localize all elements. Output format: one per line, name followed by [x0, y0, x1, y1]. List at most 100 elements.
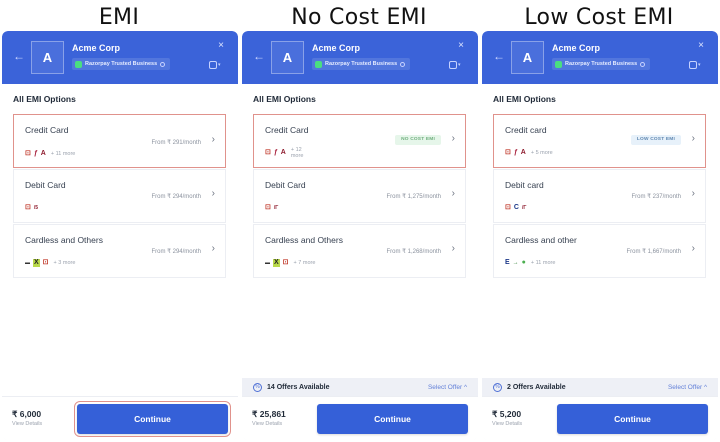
- view-details-link[interactable]: View Details: [492, 421, 523, 427]
- merchant-logo: A: [271, 41, 304, 74]
- caret-down-icon: ▾: [458, 61, 461, 68]
- offers-bar[interactable]: % 2 Offers Available Select Offer ^: [482, 378, 718, 396]
- section-heading: All EMI Options: [13, 94, 76, 104]
- option-price: From ₹ 1,268/month: [386, 249, 441, 255]
- bank-icon: /Γ: [521, 205, 527, 211]
- total-amount: ₹ 25,861: [252, 409, 286, 419]
- checkout-footer: ₹ 25,861 View Details Continue: [242, 396, 478, 440]
- hdfc-bank-icon: ⊡: [25, 150, 31, 157]
- chevron-right-icon: ›: [211, 188, 215, 199]
- emi-option-credit-card[interactable]: Credit Card ⊡ ƒ A + 12 more NO COST EMI …: [253, 114, 466, 168]
- bank-logos: ⊡ /5: [25, 204, 38, 212]
- option-title: Debit card: [505, 180, 544, 190]
- close-icon[interactable]: ×: [218, 40, 224, 51]
- trusted-badge: Razorpay Trusted Business: [552, 58, 651, 70]
- total-amount: ₹ 6,000: [12, 409, 42, 419]
- bank-icon: C: [513, 204, 519, 211]
- offer-discount-icon: %: [493, 382, 502, 392]
- close-icon[interactable]: ×: [458, 40, 464, 51]
- emi-option-credit-card[interactable]: Credit Card ⊡ ƒ A + 11 more From ₹ 291/m…: [13, 114, 226, 168]
- offers-summary: % 2 Offers Available: [493, 382, 566, 392]
- translate-icon: [449, 60, 457, 69]
- provider-icon: ▬: [25, 260, 30, 266]
- provider-logos: ▬ X ⊡ + 3 more: [25, 259, 75, 267]
- language-selector[interactable]: ▾: [209, 59, 227, 70]
- continue-button[interactable]: Continue: [317, 404, 468, 434]
- trusted-badge-text: Razorpay Trusted Business: [325, 61, 398, 67]
- icici-bank-icon: ƒ: [513, 149, 518, 156]
- option-title: Credit Card: [265, 125, 309, 135]
- translate-icon: [209, 60, 217, 69]
- continue-button[interactable]: Continue: [74, 401, 231, 437]
- select-offer-link[interactable]: Select Offer ^: [667, 383, 707, 391]
- back-arrow-icon[interactable]: ←: [13, 49, 25, 63]
- emi-options-body: All EMI Options Credit Card ⊡ ƒ A + 12 m…: [242, 84, 478, 440]
- more-providers-count: + 7 more: [293, 260, 316, 266]
- chevron-right-icon: ›: [451, 133, 455, 144]
- provider-icon: ⊡: [282, 259, 289, 266]
- panel-title: EMI: [98, 5, 140, 30]
- merchant-name: Acme Corp: [312, 43, 361, 53]
- info-icon[interactable]: [400, 61, 406, 67]
- option-price: From ₹ 294/month: [151, 249, 201, 255]
- option-title: Cardless and Others: [25, 235, 103, 245]
- trusted-badge: Razorpay Trusted Business: [312, 58, 411, 70]
- trusted-badge-text: Razorpay Trusted Business: [85, 61, 158, 67]
- bank-icon: /Γ: [273, 205, 279, 211]
- bank-logos: ⊡ ƒ A + 11 more: [25, 150, 75, 158]
- low-cost-emi-tag: LOW COST EMI: [630, 135, 681, 145]
- section-heading: All EMI Options: [493, 94, 556, 104]
- offers-count: 2 Offers Available: [507, 383, 566, 391]
- select-offer-link[interactable]: Select Offer ^: [427, 383, 467, 391]
- view-details-link[interactable]: View Details: [252, 421, 283, 427]
- bank-logos: ⊡ ƒ A + 12 more: [265, 147, 309, 159]
- close-icon[interactable]: ×: [698, 40, 704, 51]
- continue-button[interactable]: Continue: [557, 404, 708, 434]
- option-price: From ₹ 294/month: [151, 194, 201, 200]
- offers-bar[interactable]: % 14 Offers Available Select Offer ^: [242, 378, 478, 396]
- language-selector[interactable]: ▾: [689, 59, 707, 70]
- bank-logos: ⊡ C /Γ: [505, 204, 526, 212]
- emi-option-credit-card[interactable]: Credit card ⊡ ƒ A + 5 more LOW COST EMI …: [493, 114, 706, 168]
- back-arrow-icon[interactable]: ←: [493, 49, 505, 63]
- chevron-right-icon: ›: [691, 243, 695, 254]
- info-icon[interactable]: [640, 61, 646, 67]
- emi-option-debit-card[interactable]: Debit Card ⊡ /5 From ₹ 294/month ›: [13, 169, 226, 223]
- language-selector[interactable]: ▾: [449, 59, 467, 70]
- panel-title: Low Cost EMI: [524, 5, 674, 30]
- chevron-right-icon: ›: [691, 188, 695, 199]
- provider-icon: X: [33, 259, 40, 267]
- offer-discount-icon: %: [253, 382, 262, 392]
- icici-bank-icon: ƒ: [33, 150, 38, 157]
- hdfc-bank-icon: ⊡: [505, 204, 511, 211]
- hdfc-bank-icon: ⊡: [505, 149, 511, 156]
- checkout-footer: ₹ 5,200 View Details Continue: [482, 396, 718, 440]
- option-title: Credit card: [505, 125, 547, 135]
- panel-emi: EMI ← A Acme Corp Razorpay Trusted Busin…: [0, 0, 238, 442]
- trusted-badge: Razorpay Trusted Business: [72, 58, 171, 70]
- translate-icon: [689, 60, 697, 69]
- hdfc-bank-icon: ⊡: [265, 149, 271, 156]
- info-icon[interactable]: [160, 61, 166, 67]
- option-title: Debit Card: [25, 180, 66, 190]
- more-providers-count: + 11 more: [530, 260, 556, 266]
- axis-bank-icon: A: [520, 149, 526, 156]
- merchant-name: Acme Corp: [552, 43, 601, 53]
- emi-option-cardless[interactable]: Cardless and Others ▬ X ⊡ + 7 more From …: [253, 224, 466, 278]
- merchant-name: Acme Corp: [72, 43, 121, 53]
- panel-title: No Cost EMI: [291, 5, 427, 30]
- offers-summary: % 14 Offers Available: [253, 382, 330, 392]
- panel-low-cost-emi: Low Cost EMI ← A Acme Corp Razorpay Trus…: [480, 0, 718, 442]
- trusted-badge-text: Razorpay Trusted Business: [565, 61, 638, 67]
- emi-option-cardless[interactable]: Cardless and other E → ● + 11 more From …: [493, 224, 706, 278]
- back-arrow-icon[interactable]: ←: [253, 49, 265, 63]
- emi-option-debit-card[interactable]: Debit Card ⊡ /Γ From ₹ 1,275/month ›: [253, 169, 466, 223]
- shield-check-icon: [75, 60, 82, 68]
- emi-option-debit-card[interactable]: Debit card ⊡ C /Γ From ₹ 237/month ›: [493, 169, 706, 223]
- option-title: Debit Card: [265, 180, 306, 190]
- view-details-link[interactable]: View Details: [12, 421, 43, 427]
- emi-option-cardless[interactable]: Cardless and Others ▬ X ⊡ + 3 more From …: [13, 224, 226, 278]
- option-price: From ₹ 1,667/month: [626, 249, 681, 255]
- total-amount: ₹ 5,200: [492, 409, 522, 419]
- axis-bank-icon: A: [40, 150, 46, 157]
